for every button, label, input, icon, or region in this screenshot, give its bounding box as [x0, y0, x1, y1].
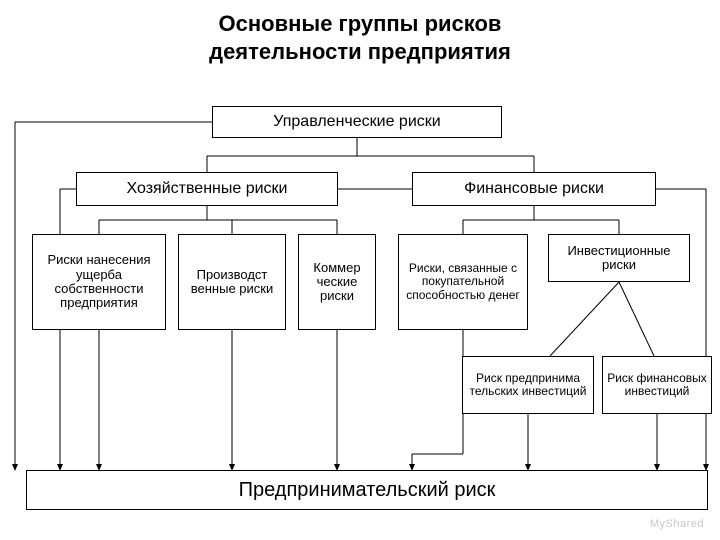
node-bottom: Предпринимательский риск	[26, 470, 708, 510]
node-finInv: Риск финансовых инвестиций	[602, 356, 712, 414]
node-invest: Инвестиционные риски	[548, 234, 690, 282]
edge-14	[550, 282, 619, 356]
node-purchase: Риски, связанные с покупательной способн…	[398, 234, 528, 330]
node-damage: Риски нанесения ущерба собственности пре…	[32, 234, 166, 330]
node-comm: Коммер ческие риски	[298, 234, 376, 330]
node-mgmt: Управленческие риски	[212, 106, 502, 138]
edge-15	[619, 282, 654, 356]
node-entrepInv: Риск предпринима тельских инвестиций	[462, 356, 594, 414]
node-econ: Хозяйственные риски	[76, 172, 338, 206]
node-fin: Финансовые риски	[412, 172, 656, 206]
node-prod: Производст венные риски	[178, 234, 286, 330]
diagram-canvas: Управленческие риски Хозяйственные риски Ф…	[0, 0, 720, 540]
watermark: MyShared	[650, 518, 704, 530]
